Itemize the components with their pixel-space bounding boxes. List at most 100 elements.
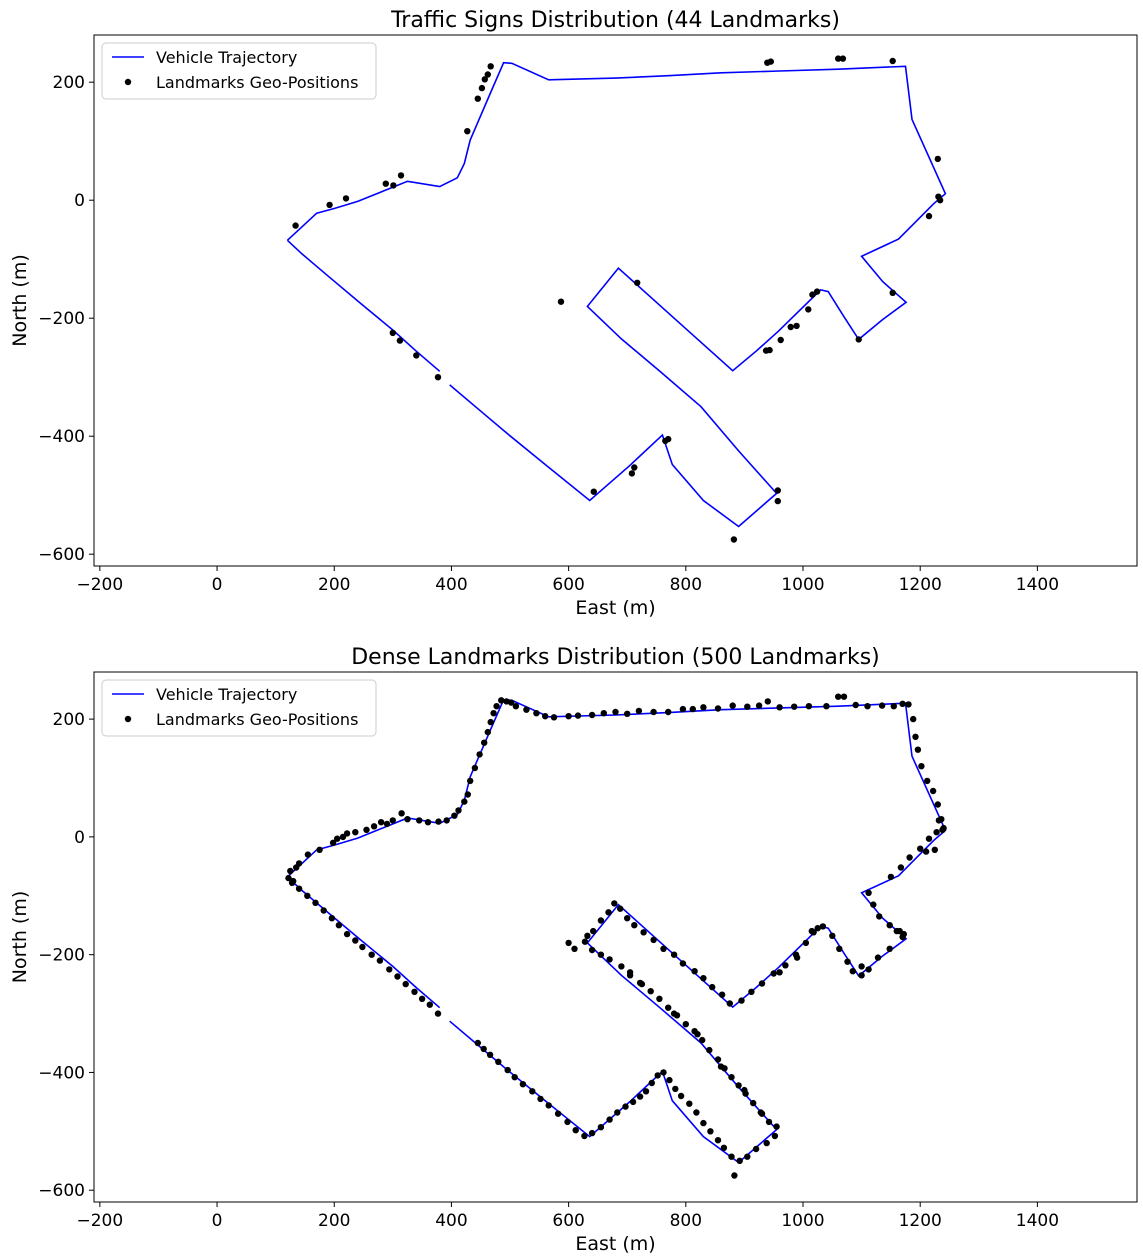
landmark-point (763, 1139, 770, 1147)
landmark-point (484, 71, 491, 78)
y-tick-label: 0 (74, 191, 85, 211)
landmark-point (397, 172, 405, 179)
landmark-point (486, 1051, 494, 1059)
landmark-point (750, 1099, 757, 1107)
landmark-point (529, 1088, 536, 1095)
landmark-point (736, 1157, 743, 1165)
landmark-point (791, 703, 798, 710)
x-tick-label: 1000 (781, 575, 824, 595)
landmark-point (597, 951, 605, 958)
landmark-point (839, 55, 847, 62)
landmark-point (352, 829, 359, 836)
landmark-point (329, 839, 337, 846)
landmark-point (383, 820, 391, 828)
x-tick-label: 1200 (899, 575, 942, 595)
landmark-point (835, 693, 842, 700)
legend-label-trajectory: Vehicle Trajectory (156, 685, 297, 704)
landmark-point (755, 702, 763, 709)
landmark-point (858, 972, 865, 979)
landmark-point (571, 945, 578, 952)
landmark-point (642, 1088, 650, 1095)
landmark-point (793, 322, 800, 330)
legend-point-swatch (124, 78, 132, 86)
landmark-point (588, 711, 596, 719)
x-tick-label: 1400 (1016, 1211, 1059, 1231)
legend-label-trajectory: Vehicle Trajectory (156, 48, 297, 67)
landmark-point (389, 817, 396, 824)
landmark-point (933, 829, 940, 836)
x-tick-label: 600 (552, 1211, 584, 1231)
landmark-point (480, 1045, 487, 1053)
landmark-point (498, 697, 505, 704)
chart-dense-landmarks: Dense Landmarks Distribution (500 Landma… (9, 645, 1138, 1255)
landmark-point (636, 1093, 644, 1100)
landmark-point (878, 702, 886, 709)
landmark-point (935, 817, 943, 824)
landmark-point (618, 963, 625, 970)
landmark-point (363, 826, 370, 833)
landmark-point (533, 710, 540, 717)
landmark-point (511, 1074, 518, 1081)
landmark-point (490, 710, 497, 717)
landmark-point (709, 983, 716, 991)
landmark-point (738, 997, 745, 1004)
landmark-point (765, 1118, 773, 1126)
landmark-point (936, 197, 944, 204)
legend-label-landmarks: Landmarks Geo-Positions (156, 710, 358, 729)
landmark-point (752, 1145, 760, 1153)
x-tick-label: −200 (77, 1211, 124, 1231)
landmark-point (328, 915, 336, 922)
landmark-point (665, 708, 672, 716)
landmark-point (320, 907, 327, 914)
landmark-point (777, 336, 784, 344)
landmark-point (631, 922, 638, 929)
landmark-point (487, 718, 494, 726)
landmark-point (550, 714, 558, 721)
legend-box (101, 679, 377, 737)
landmark-point (917, 845, 924, 852)
landmark-point (774, 497, 781, 505)
landmark-point (493, 703, 500, 710)
landmark-point (700, 1119, 707, 1127)
landmark-point (581, 938, 589, 945)
landmark-point (394, 973, 401, 980)
landmark-point (478, 84, 486, 92)
landmark-point (787, 323, 794, 331)
landmark-point (925, 212, 933, 220)
landmark-point (495, 1058, 502, 1066)
landmark-point (287, 867, 294, 875)
landmark-point (624, 710, 631, 717)
landmark-point (744, 1153, 751, 1160)
landmark-point (714, 1056, 722, 1063)
trajectory-segment-1 (286, 876, 441, 1009)
landmark-point (771, 1132, 779, 1140)
landmark-point (464, 791, 471, 798)
landmark-point (622, 1103, 629, 1110)
landmark-point (467, 777, 474, 785)
landmark-point (434, 374, 442, 381)
landmark-point (865, 966, 872, 973)
landmark-point (767, 58, 774, 65)
x-tick-label: 200 (318, 575, 350, 595)
landmark-point (677, 1092, 685, 1100)
landmark-point (666, 1076, 673, 1084)
x-tick-label: 400 (435, 575, 467, 595)
landmark-point (304, 892, 311, 899)
landmark-point (572, 1127, 579, 1134)
landmark-point (934, 801, 941, 808)
legend: Vehicle Trajectory Landmarks Geo-Position… (101, 679, 377, 737)
landmark-point (519, 1081, 527, 1088)
y-axis-label: North (m) (9, 891, 31, 984)
landmark-point (434, 1010, 442, 1017)
landmark-point (654, 1072, 661, 1079)
legend-point-swatch (124, 715, 132, 723)
landmark-point (728, 1074, 735, 1081)
landmark-point (435, 818, 442, 825)
landmark-point (635, 707, 643, 715)
landmark-point (889, 57, 896, 65)
landmark-point (672, 1085, 679, 1093)
landmark-point (557, 298, 565, 305)
landmark-point (924, 777, 931, 785)
landmark-point (359, 943, 366, 951)
landmark-point (404, 816, 411, 823)
